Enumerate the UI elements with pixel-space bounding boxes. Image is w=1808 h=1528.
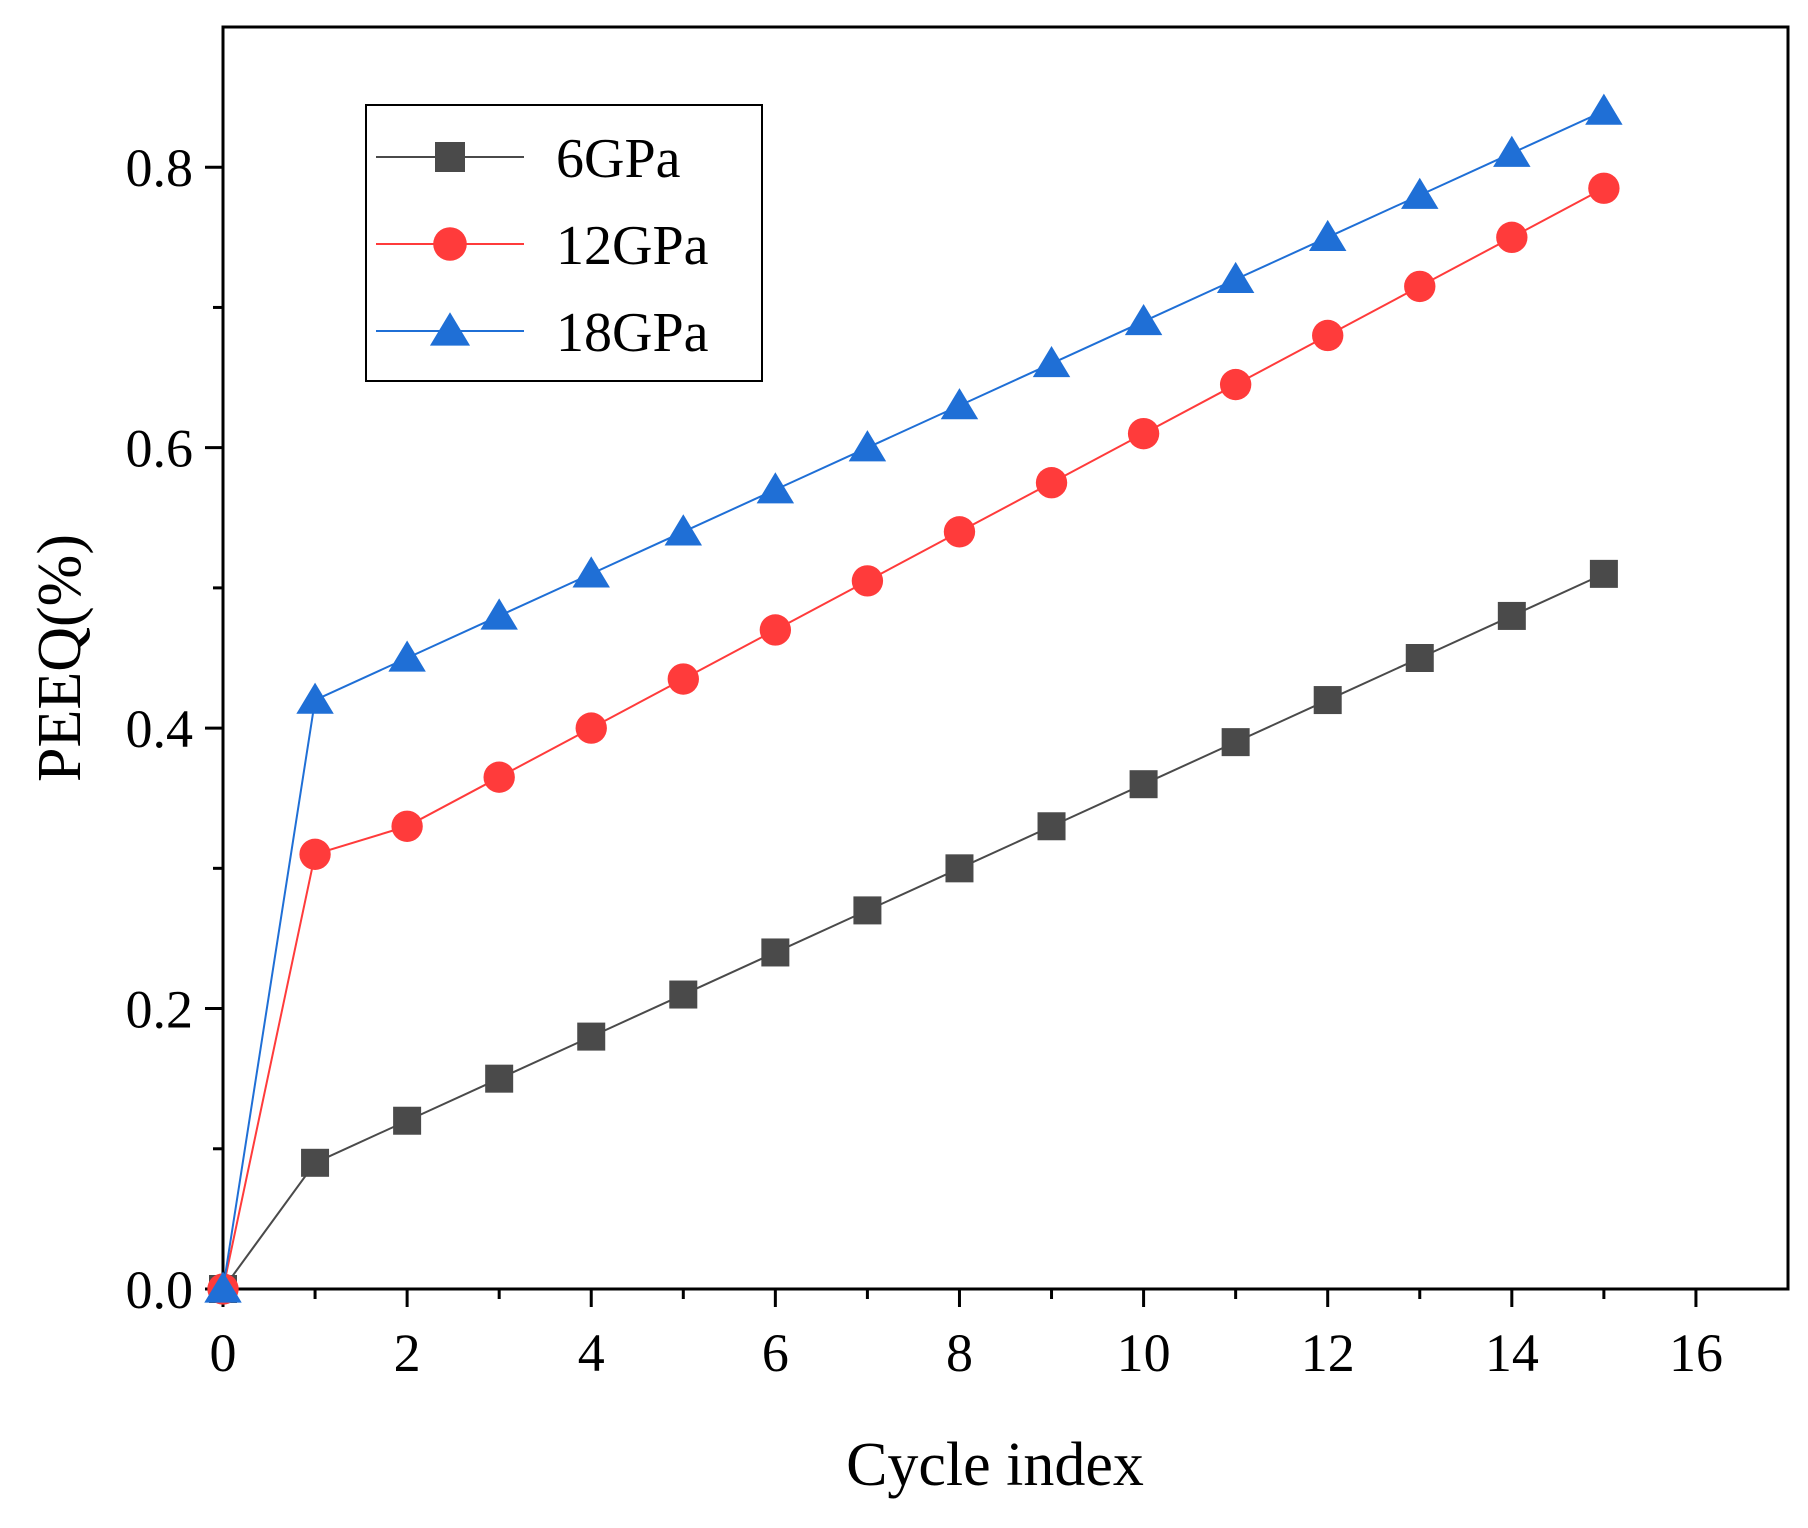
data-point-triangle bbox=[388, 640, 426, 672]
data-point-circle bbox=[299, 838, 331, 870]
x-tick-label: 8 bbox=[946, 1323, 973, 1383]
x-axis-title: Cycle index bbox=[846, 1431, 1144, 1499]
data-point-square bbox=[1589, 559, 1618, 588]
data-point-triangle bbox=[1401, 177, 1439, 209]
x-tick-label: 14 bbox=[1485, 1323, 1539, 1383]
data-point-square bbox=[945, 854, 974, 883]
x-tick-label: 2 bbox=[394, 1323, 421, 1383]
data-point-triangle bbox=[296, 682, 334, 714]
x-tick-label: 0 bbox=[210, 1323, 237, 1383]
x-tick-label: 4 bbox=[578, 1323, 605, 1383]
series-6GPa bbox=[209, 559, 1618, 1303]
y-tick-label: 0.4 bbox=[126, 699, 194, 759]
x-tick-label: 6 bbox=[762, 1323, 789, 1383]
data-point-triangle bbox=[1216, 261, 1255, 294]
legend-item: 18GPa bbox=[376, 302, 709, 364]
data-point-circle bbox=[1312, 319, 1344, 352]
data-point-circle bbox=[1035, 467, 1068, 499]
data-point-square bbox=[485, 1064, 514, 1093]
data-point-triangle bbox=[480, 598, 518, 630]
data-point-square bbox=[1221, 728, 1250, 757]
series-group bbox=[204, 93, 1623, 1305]
data-point-triangle bbox=[848, 430, 887, 462]
data-point-circle bbox=[483, 761, 515, 793]
legend-label: 6GPa bbox=[556, 128, 681, 190]
data-point-square bbox=[1313, 686, 1342, 715]
series-line bbox=[222, 110, 1605, 1290]
legend-marker-square bbox=[435, 142, 465, 172]
plot-frame bbox=[221, 25, 1790, 1291]
data-point-square bbox=[1037, 812, 1066, 841]
legend-marker-circle bbox=[433, 227, 467, 261]
data-point-circle bbox=[1496, 221, 1528, 254]
data-point-triangle bbox=[1308, 219, 1347, 251]
axes: 0 2 4 6 8 10 12 14 16 0.0 0.2 0.4 0.6 0.8 bbox=[126, 138, 1723, 1383]
legend-label: 12GPa bbox=[556, 215, 709, 277]
data-point-square bbox=[1405, 644, 1434, 672]
data-point-circle bbox=[391, 810, 423, 842]
data-point-triangle bbox=[1032, 346, 1071, 378]
y-tick-label: 0.6 bbox=[126, 419, 194, 479]
data-point-circle bbox=[575, 712, 607, 744]
data-point-triangle bbox=[1493, 135, 1531, 167]
data-point-circle bbox=[851, 565, 884, 597]
data-point-square bbox=[393, 1106, 422, 1135]
data-point-circle bbox=[759, 614, 792, 646]
data-point-circle bbox=[667, 663, 699, 695]
data-point-square bbox=[761, 938, 790, 967]
data-point-triangle bbox=[1124, 303, 1163, 336]
y-tick-label: 0.8 bbox=[126, 138, 194, 198]
series-line bbox=[222, 572, 1605, 1290]
data-point-circle bbox=[1127, 417, 1160, 450]
data-point-square bbox=[669, 980, 698, 1009]
legend-item: 12GPa bbox=[376, 215, 709, 277]
x-tick-label: 16 bbox=[1669, 1323, 1723, 1383]
data-point-square bbox=[577, 1022, 606, 1051]
data-point-triangle bbox=[756, 472, 795, 504]
y-axis-title: PEEQ(%) bbox=[26, 534, 94, 782]
data-point-square bbox=[301, 1148, 330, 1177]
data-point-square bbox=[1129, 770, 1158, 799]
y-tick-label: 0.2 bbox=[126, 980, 194, 1040]
data-point-triangle bbox=[664, 514, 703, 546]
legend: 6GPa 12GPa 18GPa bbox=[365, 104, 763, 382]
data-point-square bbox=[1497, 601, 1526, 630]
legend-label: 18GPa bbox=[556, 302, 709, 364]
data-point-circle bbox=[1219, 368, 1252, 401]
y-tick-label: 0.0 bbox=[126, 1260, 194, 1320]
x-tick-label: 10 bbox=[1117, 1323, 1171, 1383]
legend-item: 6GPa bbox=[376, 128, 681, 190]
series-18GPa bbox=[204, 93, 1623, 1303]
data-point-triangle bbox=[1585, 93, 1623, 125]
x-tick-label: 12 bbox=[1301, 1323, 1355, 1383]
data-point-triangle bbox=[572, 556, 610, 588]
data-point-triangle bbox=[204, 1271, 242, 1303]
data-point-circle bbox=[943, 516, 976, 548]
data-point-circle bbox=[1588, 172, 1620, 204]
legend-marker-triangle bbox=[429, 312, 471, 346]
data-point-triangle bbox=[940, 388, 979, 420]
data-point-square bbox=[853, 896, 882, 925]
series-line bbox=[222, 187, 1605, 1290]
data-point-circle bbox=[1404, 270, 1436, 303]
